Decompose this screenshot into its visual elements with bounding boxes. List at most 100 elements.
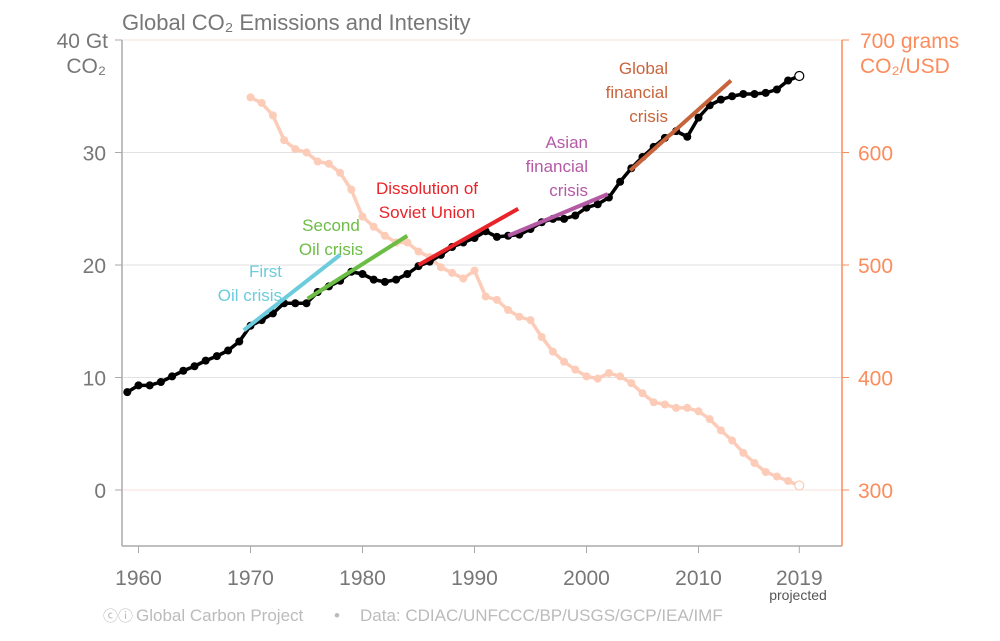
trend-line [507,192,609,238]
intensity-point [593,374,602,383]
emissions-point [212,352,221,361]
intensity-point [784,477,793,485]
right-tick-label: 500 [858,255,893,278]
emissions-point [291,299,300,308]
intensity-point [302,148,311,157]
emissions-point [761,88,770,97]
cc-license-icon: ⓒⓘ [103,608,133,625]
footer-separator: • [334,606,340,625]
emissions-point [302,299,311,308]
trend-line [628,79,733,172]
intensity-point [705,415,714,424]
emissions-point [593,200,602,209]
emissions-point [716,95,725,104]
intensity-point [694,407,703,416]
intensity-point [436,263,445,272]
annotation-label: First [249,262,282,281]
intensity-point [414,247,423,256]
intensity-point [459,274,468,283]
left-tick-label: 0 [94,480,106,503]
intensity-line [249,95,800,488]
right-tick-label: 600 [858,143,893,166]
emissions-point [571,211,580,220]
x-tick-label: 1970 [227,567,274,590]
emissions-point [369,275,378,284]
intensity-point [324,159,333,168]
intensity-point [660,400,669,409]
intensity-point [683,403,692,412]
emissions-point [560,214,569,223]
intensity-projected-point [794,480,805,491]
annotation-label: crisis [549,181,588,200]
emissions-point [392,275,401,284]
footer-source: Data: CDIAC/UNFCCC/BP/USGS/GCP/IEA/IMF [360,606,723,625]
trend-line [306,234,409,301]
right-axis-title-line2: CO₂/USD [860,55,950,78]
annotation-label: Asian [545,133,588,152]
intensity-point [268,111,277,120]
emissions-point [380,277,389,286]
emissions-point [750,90,759,98]
intensity-point [728,436,737,445]
x-tick-label: 2019 [776,567,823,590]
right-tick-label: 300 [858,480,893,503]
right-axis-title-line1: 700 grams [860,30,959,53]
annotation-label: Oil crisis [299,240,363,259]
intensity-point [649,398,658,407]
emissions-point [739,90,748,98]
intensity-point [358,212,367,221]
intensity-point [638,389,647,398]
intensity-point [313,157,322,166]
intensity-point [537,333,546,341]
intensity-point [246,93,255,102]
left-tick-label: 20 [83,255,106,278]
emissions-point [201,356,210,365]
emissions-point [224,346,233,355]
intensity-point [761,468,770,476]
x-tick-label: 1960 [115,567,162,590]
right-tick-label: 400 [858,368,893,391]
intensity-point [526,316,535,325]
intensity-point [492,295,501,304]
emissions-point [492,232,501,241]
intensity-point [582,372,591,381]
emissions-point [168,372,177,381]
emissions-point [358,270,367,278]
annotation-label: Second [302,216,360,235]
annotation-label: financial [606,83,668,102]
emissions-point [772,85,781,94]
annotation-label: Dissolution of [376,179,478,198]
annotation-label: financial [526,157,588,176]
emissions-point [403,270,412,278]
annotation-label: Global [619,59,668,78]
intensity-point [672,403,681,412]
intensity-point [627,379,636,388]
emissions-point [784,76,793,85]
emissions-point [123,388,132,397]
left-tick-label: 30 [83,143,106,166]
x-tick-label: 1990 [451,567,498,590]
intensity-point [515,312,524,321]
intensity-point [548,347,557,356]
emissions-point [190,362,199,371]
intensity-point [448,268,457,277]
emissions-line [126,74,800,394]
axes: 0 10 20 30 300 400 500 600 1960 1970 1980 1990 2000 2… [83,39,893,590]
footer-credit: Global Carbon Project [136,606,304,625]
intensity-point [616,372,625,381]
x-tick-label: 2000 [563,567,610,590]
gridlines [122,39,842,491]
x-tick-label: 2010 [675,567,722,590]
emissions-point [616,177,625,186]
emissions-point [728,92,737,101]
intensity-point [571,365,580,374]
annotation-label: Oil crisis [218,286,282,305]
intensity-point [772,472,781,481]
footer: ⓒⓘ Global Carbon Project • Data: CDIAC/U… [103,606,723,625]
annotation-label: crisis [629,107,668,126]
annotations: First Oil crisis Second Oil crisis Dissoluti… [218,59,733,332]
emissions-point [134,381,143,390]
intensity-point [481,292,490,301]
series-layer [123,70,805,491]
